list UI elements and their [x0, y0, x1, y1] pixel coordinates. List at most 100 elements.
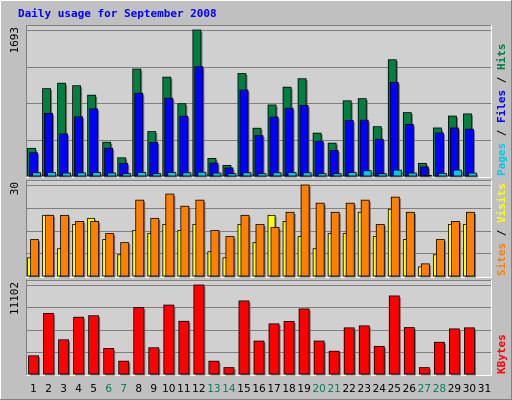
- legend-item-pages: Pages: [495, 143, 508, 176]
- bar-pages-day-25: [392, 169, 402, 177]
- day-label: 27: [418, 383, 431, 395]
- bar-pages-day-22: [347, 172, 357, 177]
- bar-kbytes-day-2: [43, 312, 54, 375]
- bar-pages-day-7: [122, 173, 132, 177]
- bar-sites-day-20: [315, 202, 325, 277]
- bar-pages-day-11: [182, 172, 192, 177]
- bar-sites-day-5: [90, 220, 100, 277]
- bar-pages-day-4: [77, 172, 87, 177]
- bar-kbytes-day-9: [148, 347, 160, 375]
- bar-kbytes-day-15: [238, 300, 250, 375]
- bar-pages-day-2: [47, 172, 56, 177]
- day-label: 24: [373, 383, 387, 395]
- panel-hits-files-pages: 1693 Pages / Files / Hits: [8, 25, 508, 178]
- bar-files-day-21: [329, 149, 339, 177]
- day-label: 11: [177, 383, 190, 395]
- day-label: 15: [237, 383, 250, 395]
- day-label: 30: [463, 383, 476, 395]
- legend-item-visits: Visits: [495, 183, 508, 223]
- bar-kbytes-day-30: [464, 327, 475, 375]
- bar-kbytes-day-3: [58, 339, 69, 375]
- bar-sites-day-12: [195, 199, 205, 277]
- bar-files-day-5: [89, 108, 99, 177]
- panel-visits-sites: 30 Sites / Visits: [8, 180, 508, 278]
- bar-files-day-27: [419, 166, 429, 177]
- bar-kbytes-day-13: [208, 360, 220, 375]
- bar-pages-day-24: [377, 173, 387, 177]
- bar-pages-day-10: [167, 172, 177, 177]
- bar-files-day-17: [269, 116, 279, 177]
- bar-files-day-8: [134, 92, 144, 177]
- bar-kbytes-day-19: [298, 308, 310, 375]
- bar-sites-day-9: [150, 217, 160, 277]
- bar-kbytes-day-28: [433, 341, 445, 375]
- bar-sites-day-22: [345, 202, 355, 277]
- bar-files-day-15: [239, 89, 249, 177]
- bar-sites-day-16: [255, 224, 265, 277]
- bar-pages-day-18: [287, 172, 297, 177]
- y-max-label: 1693: [8, 27, 21, 54]
- day-label: 23: [358, 383, 371, 395]
- bar-files-day-11: [179, 115, 189, 177]
- bar-sites-day-29: [451, 220, 460, 277]
- bar-pages-day-26: [407, 172, 417, 177]
- bar-pages-day-5: [92, 172, 102, 177]
- bar-files-day-22: [344, 119, 354, 177]
- day-label: 19: [297, 383, 310, 395]
- day-label: 1: [30, 383, 37, 395]
- bar-sites-day-13: [210, 230, 220, 277]
- legend-separator: /: [495, 223, 508, 243]
- bar-kbytes-day-23: [358, 325, 370, 375]
- day-label: 18: [282, 383, 295, 395]
- bar-pages-day-3: [62, 172, 71, 177]
- bar-files-day-12: [194, 66, 204, 177]
- bar-files-day-20: [314, 140, 324, 177]
- bar-files-day-6: [104, 147, 114, 177]
- bar-pages-day-29: [453, 169, 462, 177]
- bar-pages-day-9: [152, 173, 162, 177]
- day-label: 6: [105, 383, 112, 395]
- legend-kbytes: KBytes: [495, 334, 508, 374]
- bar-sites-day-30: [466, 211, 475, 277]
- day-label: 3: [60, 383, 67, 395]
- bar-files-day-24: [374, 138, 384, 177]
- bar-files-day-30: [465, 128, 474, 177]
- legend-text: Sites / Visits: [495, 183, 508, 276]
- bar-files-day-18: [284, 107, 294, 177]
- day-label: 20: [312, 383, 325, 395]
- bar-files-day-10: [164, 97, 174, 177]
- day-label: 10: [162, 383, 175, 395]
- day-label: 21: [327, 383, 340, 395]
- bar-pages-day-1: [32, 172, 41, 177]
- bar-pages-day-13: [212, 172, 222, 177]
- day-label: 9: [150, 383, 157, 395]
- bar-sites-day-1: [30, 239, 39, 277]
- bar-kbytes-day-7: [118, 360, 130, 375]
- day-label: 25: [388, 383, 401, 395]
- bar-kbytes-day-17: [268, 323, 280, 375]
- day-label: 28: [433, 383, 446, 395]
- bar-files-day-25: [389, 81, 399, 177]
- bar-pages-day-20: [317, 173, 327, 177]
- bar-sites-day-17: [270, 227, 280, 277]
- bar-sites-day-2: [45, 214, 54, 277]
- bar-sites-day-11: [180, 205, 190, 277]
- legend-separator: /: [495, 70, 508, 90]
- day-label: 16: [252, 383, 266, 395]
- legend-item-hits: Hits: [495, 44, 508, 71]
- day-label: 22: [343, 383, 356, 395]
- chart-panels: 1693 Pages / Files / Hits 30 Sites / Visits…: [8, 25, 508, 376]
- bar-kbytes-day-21: [328, 350, 340, 375]
- chart-title: Daily usage for September 2008: [18, 7, 217, 20]
- bar-files-day-23: [359, 119, 369, 177]
- bar-files-day-9: [149, 142, 159, 177]
- bar-kbytes-day-12: [193, 284, 205, 375]
- day-label: 31: [478, 383, 491, 395]
- bar-pages-day-21: [332, 173, 342, 177]
- day-label: 26: [403, 383, 417, 395]
- bar-sites-day-28: [435, 239, 445, 277]
- bar-sites-day-23: [360, 199, 370, 277]
- bar-pages-day-14: [227, 173, 237, 177]
- bar-kbytes-day-5: [88, 315, 100, 375]
- legend-text: KBytes: [495, 334, 508, 374]
